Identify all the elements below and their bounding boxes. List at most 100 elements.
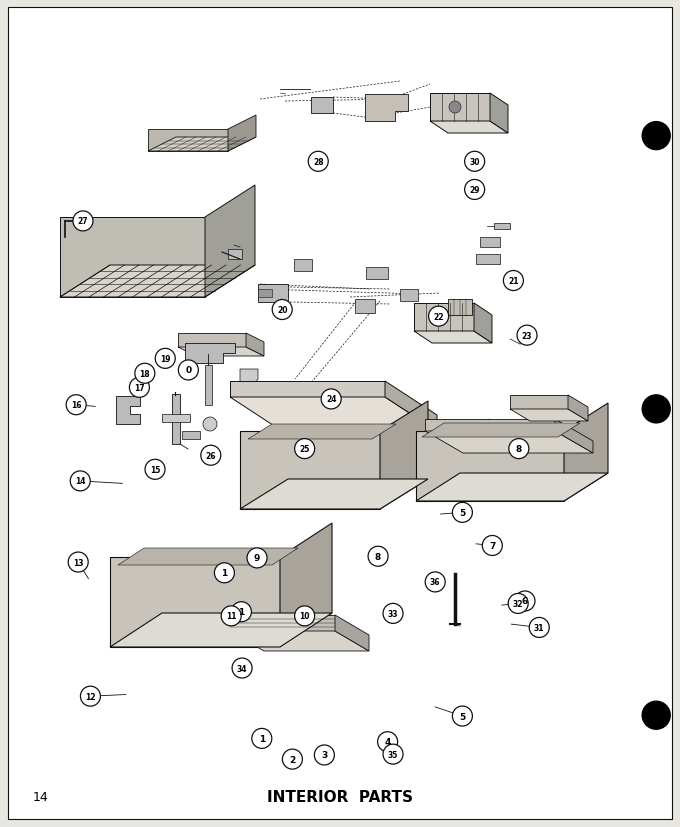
Polygon shape bbox=[380, 402, 428, 509]
Text: 34: 34 bbox=[237, 664, 248, 672]
Bar bbox=[355, 299, 375, 313]
Text: 31: 31 bbox=[534, 624, 545, 632]
Circle shape bbox=[252, 729, 272, 748]
Polygon shape bbox=[148, 138, 256, 152]
Circle shape bbox=[464, 152, 485, 172]
Circle shape bbox=[155, 349, 175, 369]
Text: 33: 33 bbox=[388, 609, 398, 618]
Bar bbox=[182, 432, 200, 439]
Polygon shape bbox=[280, 523, 332, 648]
Text: 28: 28 bbox=[313, 158, 324, 166]
Circle shape bbox=[428, 307, 449, 327]
Circle shape bbox=[642, 701, 670, 729]
Text: INTERIOR  PARTS: INTERIOR PARTS bbox=[267, 789, 413, 804]
Polygon shape bbox=[248, 424, 396, 439]
Text: 3: 3 bbox=[321, 751, 328, 759]
Bar bbox=[294, 260, 312, 272]
Text: 27: 27 bbox=[78, 218, 88, 226]
Polygon shape bbox=[416, 432, 564, 501]
Circle shape bbox=[282, 749, 303, 769]
Polygon shape bbox=[110, 614, 332, 648]
Text: 6: 6 bbox=[522, 597, 528, 605]
Circle shape bbox=[642, 395, 670, 423]
Polygon shape bbox=[230, 631, 369, 651]
Circle shape bbox=[201, 446, 221, 466]
Circle shape bbox=[232, 658, 252, 678]
Circle shape bbox=[203, 418, 217, 432]
Polygon shape bbox=[60, 265, 255, 298]
Circle shape bbox=[503, 271, 524, 291]
Polygon shape bbox=[240, 432, 380, 509]
Circle shape bbox=[68, 552, 88, 572]
Text: 5: 5 bbox=[459, 509, 466, 517]
Polygon shape bbox=[240, 480, 428, 509]
Text: 7: 7 bbox=[489, 542, 496, 550]
Text: 24: 24 bbox=[326, 395, 337, 404]
Circle shape bbox=[247, 548, 267, 568]
Circle shape bbox=[135, 364, 155, 384]
Circle shape bbox=[529, 618, 549, 638]
Text: 14: 14 bbox=[33, 790, 48, 803]
Polygon shape bbox=[416, 473, 608, 501]
Text: 2: 2 bbox=[289, 755, 296, 763]
Circle shape bbox=[221, 606, 241, 626]
Circle shape bbox=[508, 594, 528, 614]
Polygon shape bbox=[425, 419, 555, 432]
Circle shape bbox=[73, 212, 93, 232]
Circle shape bbox=[377, 732, 398, 752]
Circle shape bbox=[509, 439, 529, 459]
Circle shape bbox=[383, 744, 403, 764]
Polygon shape bbox=[365, 95, 408, 122]
Text: 1: 1 bbox=[258, 734, 265, 743]
Polygon shape bbox=[568, 395, 588, 422]
Circle shape bbox=[464, 180, 485, 200]
Polygon shape bbox=[230, 615, 335, 631]
Polygon shape bbox=[564, 404, 608, 501]
Circle shape bbox=[482, 536, 503, 556]
Polygon shape bbox=[230, 381, 385, 398]
Text: 35: 35 bbox=[388, 750, 398, 758]
Circle shape bbox=[80, 686, 101, 706]
Text: 1: 1 bbox=[221, 569, 228, 577]
Circle shape bbox=[294, 606, 315, 626]
Bar bbox=[172, 394, 180, 444]
Bar bbox=[366, 268, 388, 280]
Polygon shape bbox=[118, 548, 298, 566]
Circle shape bbox=[308, 152, 328, 172]
Circle shape bbox=[452, 706, 473, 726]
Bar bbox=[162, 414, 190, 423]
Text: 18: 18 bbox=[139, 370, 150, 378]
Bar bbox=[258, 289, 272, 298]
Text: 23: 23 bbox=[522, 332, 532, 340]
Bar bbox=[258, 284, 288, 303]
Circle shape bbox=[272, 300, 292, 320]
Polygon shape bbox=[510, 409, 588, 422]
Polygon shape bbox=[60, 218, 205, 298]
Circle shape bbox=[294, 439, 315, 459]
Polygon shape bbox=[425, 432, 593, 453]
Polygon shape bbox=[205, 186, 255, 298]
Polygon shape bbox=[335, 615, 369, 651]
Circle shape bbox=[425, 572, 445, 592]
Bar bbox=[205, 366, 212, 405]
Polygon shape bbox=[555, 419, 593, 453]
Text: 15: 15 bbox=[150, 466, 160, 474]
Text: 21: 21 bbox=[508, 277, 519, 285]
Text: 13: 13 bbox=[73, 558, 84, 566]
Text: 9: 9 bbox=[254, 554, 260, 562]
Text: 22: 22 bbox=[433, 313, 444, 321]
Polygon shape bbox=[414, 304, 474, 332]
Text: 17: 17 bbox=[134, 384, 145, 392]
Circle shape bbox=[314, 745, 335, 765]
Text: 12: 12 bbox=[85, 692, 96, 700]
Text: 16: 16 bbox=[71, 401, 82, 409]
Polygon shape bbox=[494, 224, 510, 230]
Polygon shape bbox=[474, 304, 492, 343]
Bar bbox=[400, 289, 418, 302]
Polygon shape bbox=[116, 396, 140, 424]
Circle shape bbox=[642, 122, 670, 151]
Polygon shape bbox=[510, 395, 568, 409]
Polygon shape bbox=[148, 130, 228, 152]
Bar bbox=[476, 255, 500, 265]
Polygon shape bbox=[185, 343, 235, 364]
